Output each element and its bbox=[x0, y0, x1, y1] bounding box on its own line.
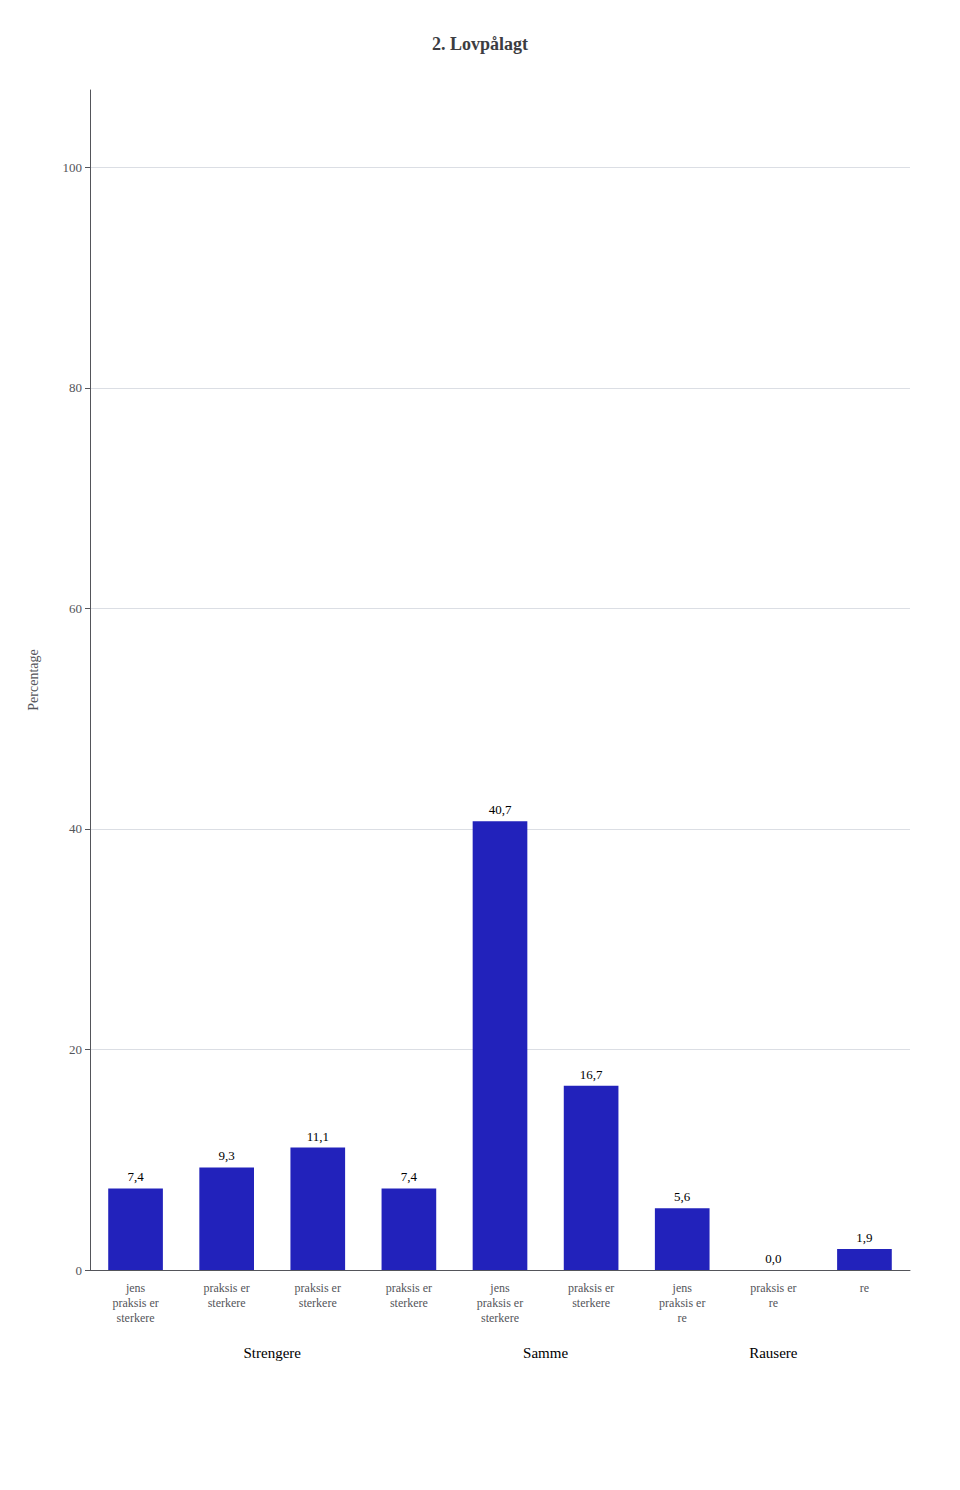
svg-text:praksis er: praksis er bbox=[477, 1296, 523, 1310]
svg-text:praksis er: praksis er bbox=[204, 1281, 250, 1295]
svg-text:re: re bbox=[678, 1311, 687, 1325]
svg-text:praksis er: praksis er bbox=[659, 1296, 705, 1310]
svg-text:80: 80 bbox=[69, 380, 82, 395]
svg-text:60: 60 bbox=[69, 601, 82, 616]
svg-text:praksis er: praksis er bbox=[386, 1281, 432, 1295]
svg-text:20: 20 bbox=[69, 1042, 82, 1057]
svg-text:11,1: 11,1 bbox=[307, 1129, 329, 1144]
svg-text:re: re bbox=[769, 1296, 778, 1310]
svg-text:sterkere: sterkere bbox=[572, 1296, 610, 1310]
svg-text:1,9: 1,9 bbox=[856, 1230, 872, 1245]
svg-text:jens: jens bbox=[489, 1281, 510, 1295]
svg-text:40,7: 40,7 bbox=[489, 802, 512, 817]
svg-text:praksis er: praksis er bbox=[295, 1281, 341, 1295]
svg-text:jens: jens bbox=[125, 1281, 146, 1295]
svg-text:7,4: 7,4 bbox=[401, 1169, 418, 1184]
svg-text:Strengere: Strengere bbox=[243, 1345, 301, 1361]
svg-text:praksis er: praksis er bbox=[568, 1281, 614, 1295]
svg-text:re: re bbox=[860, 1281, 869, 1295]
svg-text:jens: jens bbox=[672, 1281, 693, 1295]
svg-text:0: 0 bbox=[76, 1263, 83, 1278]
svg-text:sterkere: sterkere bbox=[117, 1311, 155, 1325]
svg-text:0,0: 0,0 bbox=[765, 1251, 781, 1266]
svg-text:Rausere: Rausere bbox=[749, 1345, 798, 1361]
svg-text:Samme: Samme bbox=[523, 1345, 568, 1361]
svg-text:40: 40 bbox=[69, 821, 82, 836]
svg-text:Percentage: Percentage bbox=[26, 649, 41, 710]
svg-text:sterkere: sterkere bbox=[390, 1296, 428, 1310]
svg-text:sterkere: sterkere bbox=[299, 1296, 337, 1310]
svg-text:sterkere: sterkere bbox=[481, 1311, 519, 1325]
svg-text:16,7: 16,7 bbox=[580, 1067, 603, 1082]
svg-text:2. Lovpålagt: 2. Lovpålagt bbox=[432, 34, 528, 54]
svg-text:praksis er: praksis er bbox=[112, 1296, 158, 1310]
svg-text:9,3: 9,3 bbox=[219, 1148, 235, 1163]
svg-text:praksis er: praksis er bbox=[750, 1281, 796, 1295]
svg-text:sterkere: sterkere bbox=[208, 1296, 246, 1310]
svg-text:5,6: 5,6 bbox=[674, 1189, 691, 1204]
svg-text:7,4: 7,4 bbox=[127, 1169, 144, 1184]
svg-text:100: 100 bbox=[63, 160, 83, 175]
